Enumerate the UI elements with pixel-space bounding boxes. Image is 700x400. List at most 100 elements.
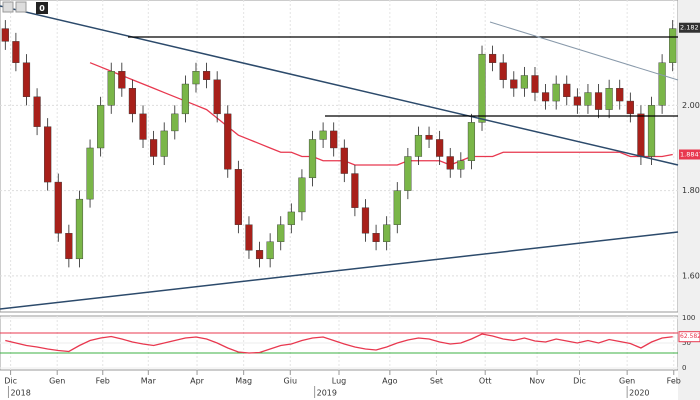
right-axis	[678, 0, 700, 400]
candle-body	[202, 71, 211, 80]
x-tick-label: Nov	[529, 377, 545, 386]
price-tag	[679, 22, 700, 33]
candle-body	[22, 62, 31, 98]
candle-body	[298, 177, 306, 213]
x-tick-label: Ott	[479, 377, 492, 386]
candle-body	[563, 83, 571, 98]
toolbar: 0	[2, 1, 48, 14]
year-label: 2020	[629, 389, 649, 398]
candle-body	[552, 83, 560, 102]
year-label: 2018	[10, 389, 30, 398]
candle-body	[308, 139, 317, 179]
candle-body	[510, 79, 518, 89]
y-tick-label: 1.60	[682, 271, 700, 280]
rsi-tick-label: 100	[682, 314, 695, 322]
candle-body	[65, 233, 73, 260]
candle-body	[489, 53, 497, 63]
candle-body	[594, 92, 603, 110]
candle-body	[224, 113, 232, 170]
x-tick-label: Dic	[573, 377, 586, 386]
x-tick-label: Gen	[619, 377, 635, 386]
x-tick-label: Feb	[96, 377, 110, 386]
trend-line	[0, 5, 679, 166]
candle-body	[118, 71, 126, 89]
candle-body	[107, 71, 115, 106]
candle-body	[54, 181, 62, 234]
candle-body	[531, 75, 539, 93]
candle-body	[404, 156, 412, 191]
candle-body	[266, 241, 274, 260]
candle-body	[150, 139, 158, 157]
x-tick-label: Giu	[284, 377, 298, 386]
candle-body	[616, 88, 624, 102]
price-tag	[679, 149, 700, 160]
candle-body	[637, 113, 645, 157]
rsi-tick-label: 50	[682, 339, 691, 347]
candle-body	[372, 233, 380, 242]
candle-body	[446, 156, 454, 170]
candle-body	[213, 79, 221, 115]
candle-body	[573, 96, 581, 106]
candle-body	[192, 71, 200, 85]
candle-body	[245, 224, 253, 251]
candle-body	[393, 190, 401, 225]
price-tag-label: 1.8847	[680, 150, 700, 158]
x-tick-label: Set	[430, 377, 443, 386]
candle-body	[626, 100, 634, 115]
toolbar-label: 0	[39, 4, 45, 13]
rsi-tag	[678, 331, 700, 343]
candle-body	[605, 88, 613, 110]
candle-body	[86, 147, 94, 200]
tool-icon[interactable]	[15, 1, 27, 13]
candle-body	[499, 62, 507, 80]
candle-body	[171, 113, 179, 132]
x-tick-label: Lug	[332, 377, 346, 386]
tool-icon[interactable]	[2, 1, 14, 13]
candle-body	[33, 96, 41, 127]
x-tick-label: Apr	[190, 377, 205, 386]
candle-body	[414, 134, 423, 157]
x-tick-label: Ago	[382, 377, 398, 386]
candle-body	[181, 83, 189, 115]
candle-body	[520, 75, 528, 89]
candle-body	[277, 224, 285, 242]
candle-body	[541, 92, 550, 102]
candle-body	[1, 28, 9, 42]
x-tick-label: Mar	[141, 377, 157, 386]
y-tick-label: 1.80	[682, 186, 700, 195]
candle-body	[361, 207, 370, 234]
candle-body	[478, 53, 486, 123]
candle-body	[44, 126, 52, 183]
candle-body	[97, 105, 105, 149]
x-tick-label: Gen	[49, 377, 65, 386]
candle-body	[12, 41, 20, 63]
candle-body	[287, 211, 295, 225]
candle-body	[647, 105, 656, 157]
y-tick-label: 2.00	[682, 101, 700, 110]
candle-body	[658, 62, 666, 106]
rsi-tag-label: 62.5826	[680, 333, 700, 340]
trend-lines	[0, 5, 679, 310]
candle-body	[330, 130, 338, 149]
candle-body	[436, 139, 444, 157]
candle-body	[669, 28, 677, 63]
label-box	[36, 2, 48, 14]
rsi-line	[5, 333, 673, 354]
candle-body	[128, 88, 137, 115]
rsi-tick-label: 0	[682, 364, 686, 372]
candle-body	[457, 160, 465, 170]
candle-body	[383, 224, 391, 242]
x-tick-label: Dic	[4, 377, 17, 386]
candle-body	[319, 130, 327, 140]
candle-body	[75, 198, 84, 260]
candle-body	[425, 134, 433, 140]
year-label: 2019	[317, 389, 337, 398]
candle-body	[584, 92, 592, 106]
x-tick-label: Feb	[667, 377, 681, 386]
x-tick-label: Mag	[235, 377, 252, 386]
trend-line	[0, 231, 679, 310]
candle-body	[340, 147, 348, 174]
candle-body	[139, 113, 147, 140]
candle-body	[160, 130, 168, 157]
